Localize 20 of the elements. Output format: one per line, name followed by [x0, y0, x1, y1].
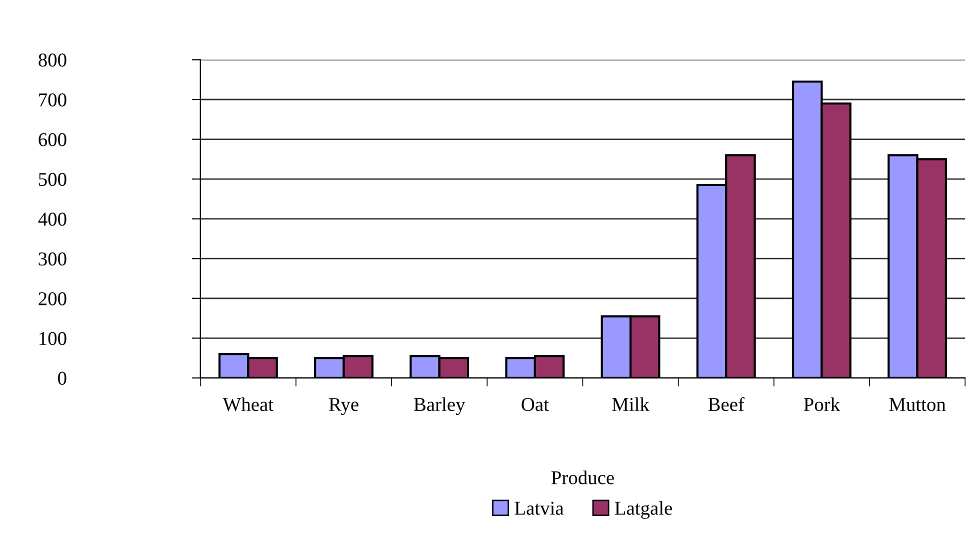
legend-label: Latvia [514, 502, 564, 515]
y-tick-label: 0 [58, 372, 66, 385]
x-axis-title: Produce [551, 470, 614, 484]
y-tick-label: 600 [38, 133, 66, 146]
y-tick-label: 100 [40, 332, 66, 346]
x-tick-label: Barley [414, 397, 466, 416]
legend-label: Latgale [614, 501, 672, 519]
y-tick-label: 800 [38, 54, 66, 67]
x-tick-label: Pork [804, 397, 840, 412]
x-tick-label: Milk [612, 397, 650, 411]
y-tick-label: 700 [39, 93, 66, 106]
x-tick-label: Oat [522, 398, 549, 412]
y-tick-label: 200 [38, 292, 66, 306]
x-tick-label: Wheat [222, 397, 274, 412]
x-tick-label: Beef [708, 397, 744, 412]
y-tick-label: 400 [38, 212, 66, 226]
x-tick-label: Rye [329, 398, 358, 416]
y-tick-label: 300 [38, 252, 66, 266]
y-tick-label: 500 [39, 172, 66, 186]
x-tick-label: Mutton [889, 398, 946, 412]
